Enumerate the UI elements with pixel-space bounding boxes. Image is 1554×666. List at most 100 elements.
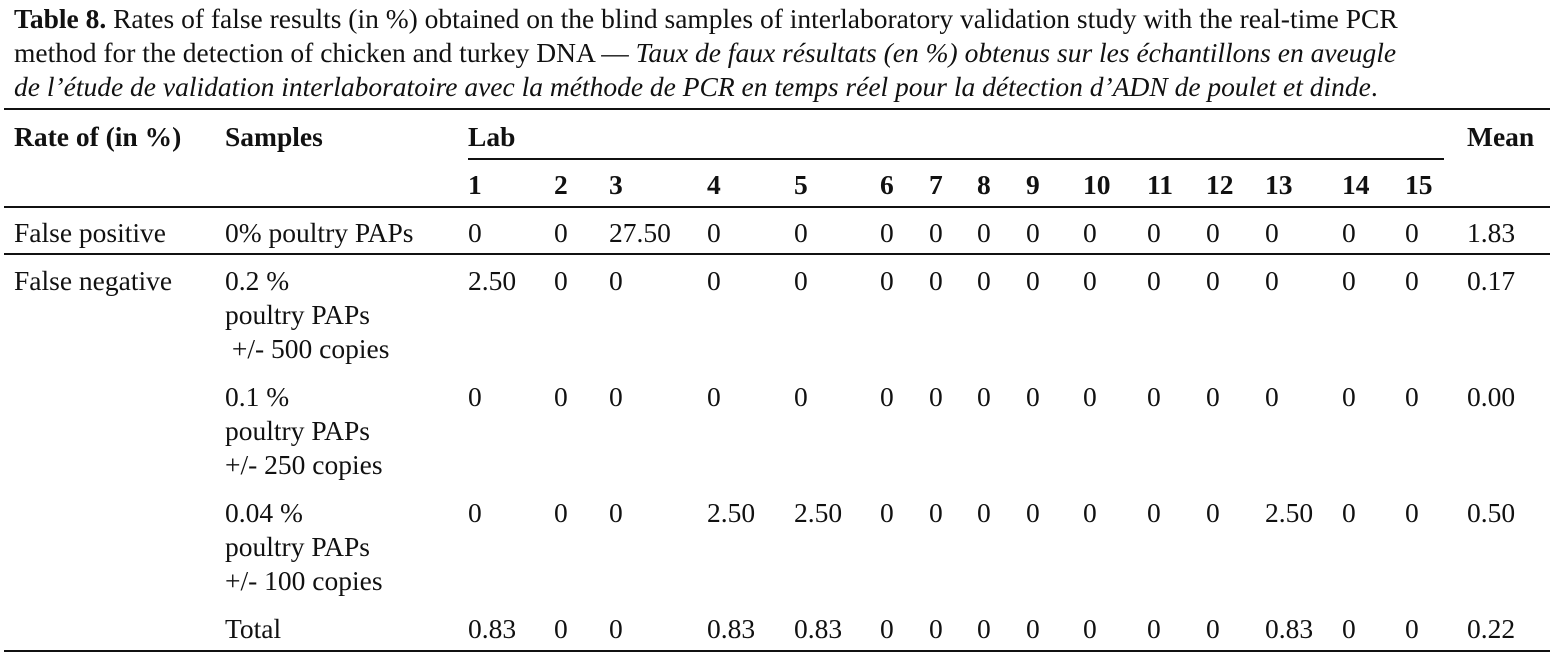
table-cell-lab-4: 2.50 bbox=[707, 497, 756, 528]
table-cell-lab-14: 0 bbox=[1342, 497, 1356, 528]
table-cell-lab-13: 0 bbox=[1265, 381, 1279, 412]
table-cell-lab-9: 0 bbox=[1026, 381, 1040, 412]
row-rule bbox=[4, 253, 1550, 255]
table-cell-lab-6: 0 bbox=[880, 217, 894, 248]
header-lab-3: 3 bbox=[609, 169, 623, 200]
row-sample-line: 0.2 % bbox=[225, 265, 290, 296]
table-cell-lab-2: 0 bbox=[554, 613, 568, 644]
row-rate-label: False negative bbox=[14, 265, 173, 296]
header-lab-10: 10 bbox=[1083, 169, 1111, 200]
table-cell-lab-11: 0 bbox=[1147, 497, 1161, 528]
table-cell-lab-7: 0 bbox=[929, 265, 943, 296]
table-cell-lab-6: 0 bbox=[880, 381, 894, 412]
caption-text-2: method for the detection of chicken and … bbox=[14, 37, 636, 68]
table-cell-lab-5: 0 bbox=[794, 381, 808, 412]
table-cell-lab-2: 0 bbox=[554, 217, 568, 248]
header-lab-12: 12 bbox=[1206, 169, 1234, 200]
table-cell-lab-11: 0 bbox=[1147, 217, 1161, 248]
row-sample-line: +/- 250 copies bbox=[225, 449, 383, 480]
table-cell-lab-3: 0 bbox=[609, 613, 623, 644]
table-cell-mean: 0.22 bbox=[1467, 613, 1516, 644]
top-rule bbox=[4, 108, 1550, 110]
header-samples: Samples bbox=[225, 121, 323, 152]
header-lab-1: 1 bbox=[468, 169, 482, 200]
row-sample-line: +/- 500 copies bbox=[225, 333, 390, 364]
caption-label: Table 8. bbox=[14, 3, 107, 34]
header-lab-4: 4 bbox=[707, 169, 721, 200]
table-cell-lab-10: 0 bbox=[1083, 381, 1097, 412]
table-cell-lab-4: 0 bbox=[707, 217, 721, 248]
table-cell-lab-7: 0 bbox=[929, 217, 943, 248]
table-cell-lab-3: 0 bbox=[609, 265, 623, 296]
row-sample-line: Total bbox=[225, 613, 282, 644]
caption-end: . bbox=[1370, 71, 1378, 102]
table-cell-lab-13: 0 bbox=[1265, 217, 1279, 248]
table-cell-lab-12: 0 bbox=[1206, 381, 1220, 412]
table-cell-lab-12: 0 bbox=[1206, 217, 1220, 248]
header-lab-14: 14 bbox=[1342, 169, 1370, 200]
table-cell-mean: 0.50 bbox=[1467, 497, 1516, 528]
table-cell-lab-14: 0 bbox=[1342, 613, 1356, 644]
table-cell-lab-8: 0 bbox=[977, 217, 991, 248]
table-cell-lab-10: 0 bbox=[1083, 217, 1097, 248]
table-cell-mean: 0.00 bbox=[1467, 381, 1516, 412]
header-rate: Rate of (in %) bbox=[14, 121, 182, 152]
table-cell-lab-4: 0.83 bbox=[707, 613, 756, 644]
table-cell-lab-2: 0 bbox=[554, 497, 568, 528]
header-lab-7: 7 bbox=[929, 169, 943, 200]
row-sample-line: poultry PAPs bbox=[225, 531, 370, 562]
table-cell-lab-5: 0 bbox=[794, 217, 808, 248]
row-rate-label: False positive bbox=[14, 217, 167, 248]
row-sample-line: 0.1 % bbox=[225, 381, 290, 412]
bottom-rule bbox=[4, 650, 1550, 652]
table-cell-lab-8: 0 bbox=[977, 613, 991, 644]
caption-french-3: de l’étude de validation interlaboratoir… bbox=[14, 71, 1371, 102]
header-lab-2: 2 bbox=[554, 169, 568, 200]
table-cell-lab-11: 0 bbox=[1147, 613, 1161, 644]
table-cell-lab-7: 0 bbox=[929, 613, 943, 644]
table-cell-lab-10: 0 bbox=[1083, 497, 1097, 528]
table-cell-lab-11: 0 bbox=[1147, 265, 1161, 296]
caption-line-1: Table 8. Rates of false results (in %) o… bbox=[14, 2, 1550, 36]
table-cell-lab-15: 0 bbox=[1405, 613, 1419, 644]
table-cell-lab-6: 0 bbox=[880, 613, 894, 644]
table-cell-lab-1: 0 bbox=[468, 381, 482, 412]
table-cell-lab-13: 0 bbox=[1265, 265, 1279, 296]
table-cell-lab-7: 0 bbox=[929, 497, 943, 528]
table-cell-lab-15: 0 bbox=[1405, 381, 1419, 412]
table-cell-lab-5: 0 bbox=[794, 265, 808, 296]
table-cell-lab-8: 0 bbox=[977, 265, 991, 296]
caption-line-2: method for the detection of chicken and … bbox=[14, 36, 1550, 70]
table-cell-lab-4: 0 bbox=[707, 381, 721, 412]
table-cell-lab-15: 0 bbox=[1405, 497, 1419, 528]
table-cell-lab-15: 0 bbox=[1405, 265, 1419, 296]
table-cell-lab-3: 27.50 bbox=[609, 217, 671, 248]
table-cell-lab-9: 0 bbox=[1026, 497, 1040, 528]
table-cell-lab-9: 0 bbox=[1026, 265, 1040, 296]
table-cell-lab-1: 0 bbox=[468, 497, 482, 528]
caption-french-2: Taux de faux résultats (en %) obtenus su… bbox=[635, 37, 1397, 68]
table-cell-lab-5: 2.50 bbox=[794, 497, 843, 528]
header-lab-9: 9 bbox=[1026, 169, 1040, 200]
table-cell-lab-11: 0 bbox=[1147, 381, 1161, 412]
caption-text-1: Rates of false results (in %) obtained o… bbox=[113, 3, 1398, 34]
table-cell-lab-1: 2.50 bbox=[468, 265, 517, 296]
table-cell-lab-9: 0 bbox=[1026, 217, 1040, 248]
header-lab-11: 11 bbox=[1147, 169, 1173, 200]
row-sample-line: poultry PAPs bbox=[225, 299, 370, 330]
table-cell-lab-12: 0 bbox=[1206, 497, 1220, 528]
table-cell-mean: 1.83 bbox=[1467, 217, 1516, 248]
header-lab-6: 6 bbox=[880, 169, 894, 200]
table-cell-lab-12: 0 bbox=[1206, 613, 1220, 644]
table-cell-lab-2: 0 bbox=[554, 265, 568, 296]
header-lab-8: 8 bbox=[977, 169, 991, 200]
header-lab-13: 13 bbox=[1265, 169, 1293, 200]
table-cell-lab-3: 0 bbox=[609, 381, 623, 412]
table-cell-lab-10: 0 bbox=[1083, 265, 1097, 296]
table-cell-lab-12: 0 bbox=[1206, 265, 1220, 296]
header-lab: Lab bbox=[468, 121, 516, 152]
table-cell-lab-6: 0 bbox=[880, 497, 894, 528]
table-cell-lab-7: 0 bbox=[929, 381, 943, 412]
header-mean: Mean bbox=[1467, 121, 1535, 152]
